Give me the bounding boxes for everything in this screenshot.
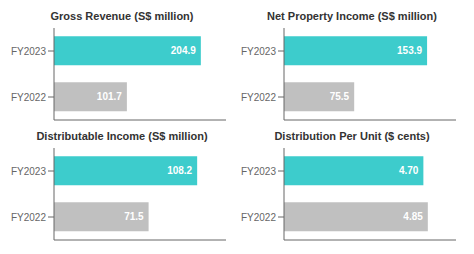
svg-text:FY2022: FY2022 [241,212,276,223]
html-text:Net Property Income (S$ millio: Net Property Income (S$ million) [267,10,437,22]
svg-text:153.9: 153.9 [397,45,422,56]
svg-text:FY2023: FY2023 [241,46,276,57]
svg-text:4.70: 4.70 [399,165,419,176]
svg-text:108.2: 108.2 [167,165,192,176]
svg-text:FY2023: FY2023 [11,46,46,57]
svg-text:4.85: 4.85 [403,211,423,222]
svg-text:75.5: 75.5 [330,91,350,102]
svg-text:71.5: 71.5 [124,211,144,222]
html-text:Distribution Per Unit ($ cents: Distribution Per Unit ($ cents) [274,130,430,142]
svg-text:FY2023: FY2023 [241,166,276,177]
html-text:Distributable Income (S$ milli: Distributable Income (S$ million) [36,130,208,142]
svg-text:204.9: 204.9 [171,45,196,56]
svg-text:101.7: 101.7 [97,91,122,102]
svg-text:FY2022: FY2022 [241,92,276,103]
svg-text:FY2023: FY2023 [11,166,46,177]
svg-text:FY2022: FY2022 [11,212,46,223]
html-text:Gross Revenue (S$ million): Gross Revenue (S$ million) [50,10,194,22]
svg-text:FY2022: FY2022 [11,92,46,103]
